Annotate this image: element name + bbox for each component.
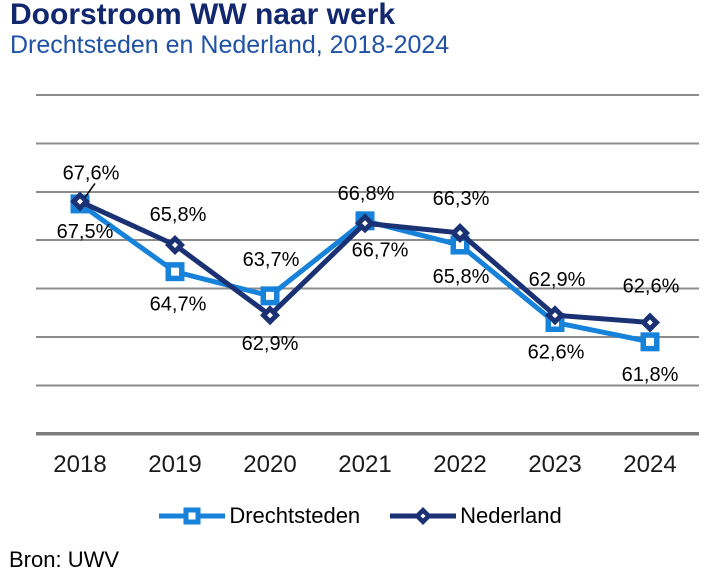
nederland-swatch-icon	[390, 507, 457, 525]
x-tick-label: 2024	[623, 451, 676, 478]
chart-title: Doorstroom WW naar werk	[10, 0, 396, 31]
square-marker-center	[266, 291, 274, 300]
square-marker-center	[646, 337, 654, 346]
x-tick-label: 2023	[528, 451, 581, 478]
line-chart: 2018 2019 2020 2021 2022 2023 2024 67,5% 64,7% 63…	[36, 94, 699, 478]
diamond-marker-center	[77, 198, 83, 205]
diamond-marker-center	[457, 229, 463, 236]
source-note: Bron: UWV	[9, 547, 120, 572]
data-label: 62,6%	[528, 341, 585, 363]
diamond-marker-center	[362, 220, 368, 227]
x-tick-label: 2018	[53, 451, 106, 478]
legend-square-marker-center	[188, 512, 196, 520]
x-tick-label: 2020	[243, 451, 296, 478]
data-label: 67,5%	[57, 221, 114, 243]
x-tick-label: 2021	[338, 451, 391, 478]
square-marker-center	[171, 267, 179, 276]
drechtsteden-swatch-icon	[159, 507, 226, 525]
data-label: 61,8%	[622, 364, 679, 386]
x-tick-label: 2019	[148, 451, 201, 478]
legend-item-drechtsteden: Drechtsteden	[159, 503, 360, 529]
data-label: 63,7%	[243, 249, 300, 271]
data-label: 62,6%	[623, 275, 680, 297]
diamond-marker-center	[647, 319, 653, 326]
callout-line	[84, 183, 96, 198]
data-label: 65,8%	[433, 266, 490, 288]
data-label: 65,8%	[150, 204, 207, 226]
legend-item-nederland: Nederland	[390, 503, 562, 529]
diamond-marker-center	[552, 312, 558, 319]
data-label: 66,7%	[352, 239, 409, 261]
legend-label-drechtsteden: Drechtsteden	[229, 503, 361, 528]
chart-subtitle: Drechtsteden en Nederland, 2018-2024	[10, 31, 450, 59]
diamond-marker-center	[267, 312, 273, 319]
data-label: 62,9%	[242, 333, 299, 355]
legend-diamond-marker-center	[420, 513, 426, 519]
diamond-marker-center	[172, 242, 178, 249]
legend-label-nederland: Nederland	[460, 503, 562, 528]
data-label: 66,8%	[338, 183, 395, 205]
x-tick-label: 2022	[433, 451, 486, 478]
chart-legend: Drechtsteden Nederland	[0, 503, 721, 529]
data-label: 62,9%	[529, 269, 586, 291]
data-label: 67,6%	[63, 162, 120, 184]
data-label: 64,7%	[150, 294, 207, 316]
data-label: 66,3%	[433, 188, 490, 210]
square-marker-center	[456, 241, 464, 250]
